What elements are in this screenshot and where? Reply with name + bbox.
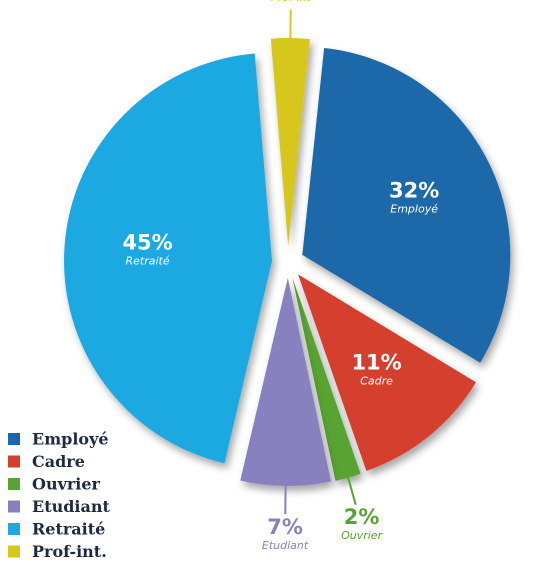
- legend-label: Ouvrier: [32, 475, 101, 494]
- legend-label: Cadre: [32, 452, 85, 471]
- legend-swatch: [8, 545, 20, 558]
- value-label: 32%: [389, 178, 439, 202]
- pie-slice: [302, 48, 511, 363]
- legend-swatch: [8, 478, 20, 490]
- value-label: 11%: [351, 350, 401, 374]
- pie-slice: [270, 38, 310, 247]
- slice-label: Retraité: [126, 255, 170, 268]
- pie-slice: [292, 277, 361, 481]
- legend-label: Retraité: [32, 520, 105, 539]
- pie-slice: [64, 53, 273, 464]
- value-label: 7%: [267, 515, 303, 539]
- legend-swatch: [8, 433, 20, 445]
- slice-label: Employé: [390, 202, 438, 215]
- legend-swatch: [8, 500, 20, 513]
- legend-swatch: [8, 523, 20, 535]
- legend-label: Prof-int.: [32, 542, 107, 561]
- value-label: 45%: [122, 231, 172, 255]
- legend-label: Etudiant: [32, 497, 110, 516]
- value-label: 2%: [344, 505, 380, 529]
- slice-label: Prof-int: [271, 0, 312, 4]
- pie-slice: [240, 277, 332, 486]
- pie-slice: [298, 274, 476, 471]
- slice-label: Cadre: [360, 374, 393, 387]
- leader-line: [344, 467, 357, 506]
- slice-label: Etudiant: [262, 539, 309, 552]
- legend: Employé Cadre Ouvrier Etudiant Retraité Prof-…: [8, 430, 110, 561]
- legend-label: Employé: [32, 430, 109, 449]
- slice-label: Ouvrier: [341, 529, 383, 542]
- pie: 32%Employé 11%Cadre 2%Ouvrier 7%Etudiant 45%…: [64, 0, 511, 552]
- legend-swatch: [8, 455, 20, 468]
